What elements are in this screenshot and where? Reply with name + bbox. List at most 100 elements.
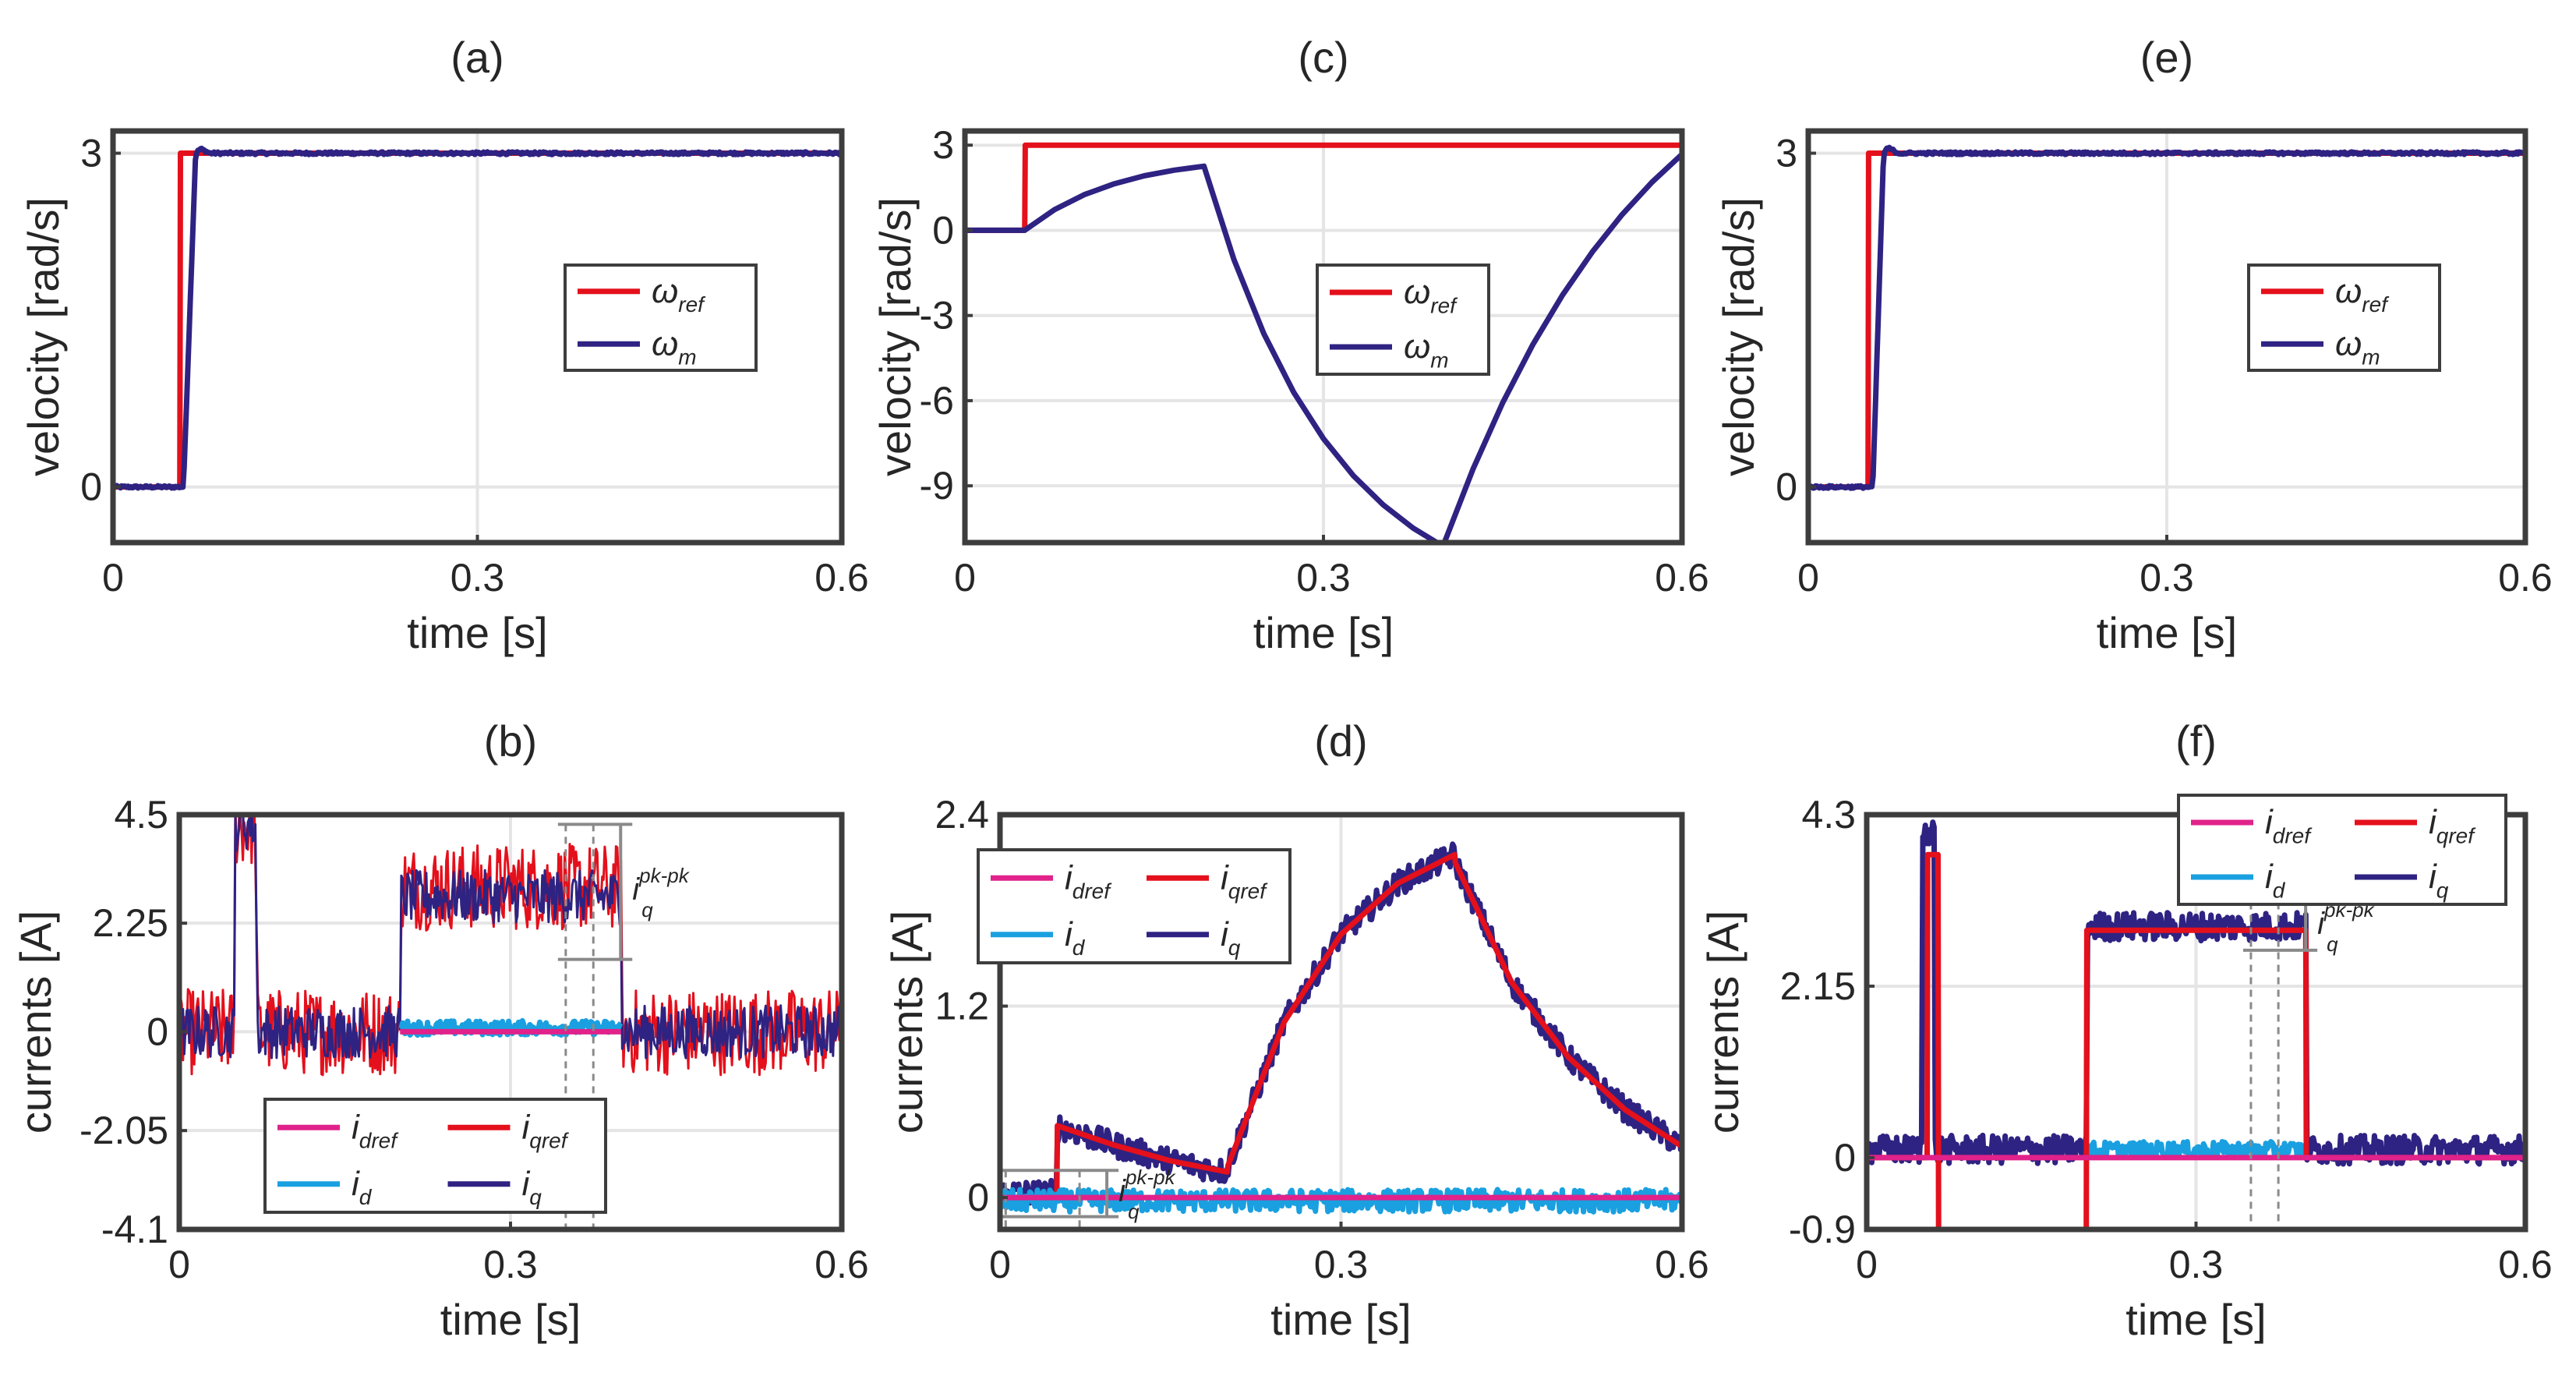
legend-entry: ωref [2335, 272, 2390, 317]
legend-entry-symbol: i [352, 1165, 360, 1203]
series-iq-line [179, 815, 842, 1059]
legend-entry: iq [522, 1165, 542, 1209]
x-tick-label: 0.3 [451, 556, 505, 600]
legend-box [1316, 264, 1490, 376]
legend-entry: idref [1065, 858, 1112, 903]
legend-entry-subscript: q [2436, 878, 2449, 902]
legend-entry: ωm [2335, 324, 2380, 369]
legend-entry: iqref [1221, 858, 1268, 903]
series-layer [965, 142, 1682, 543]
legend-entry-subscript: qref [1228, 879, 1268, 904]
legend-entry: idref [352, 1108, 399, 1152]
legend-entry-subscript: dref [2273, 823, 2313, 847]
legend-entry: id [352, 1165, 373, 1209]
x-tick-label: 0 [989, 1243, 1011, 1286]
y-tick-label: -9 [920, 464, 954, 508]
legend-entry-symbol: i [1221, 915, 1229, 953]
series-m-line [1808, 144, 2525, 491]
legend-entry-subscript: m [1430, 348, 1448, 372]
legend-entry-subscript: d [359, 1185, 373, 1209]
y-tick-label: 0 [80, 465, 102, 509]
y-axis-label: velocity [rad/s] [871, 197, 920, 476]
legend-entry: iq [2429, 858, 2449, 902]
y-tick-label: 2.4 [935, 793, 989, 837]
legend-box [977, 848, 1292, 964]
pk-pk-superscript: pk-pk [638, 864, 691, 887]
series-m-line [113, 145, 842, 491]
x-axis-label: time [s] [407, 608, 547, 657]
series-layer [1808, 144, 2525, 491]
series-iqref-line [1867, 851, 2525, 1229]
legend-entry-subscript: qref [2436, 823, 2476, 847]
x-tick-label: 0.6 [2498, 556, 2553, 600]
x-tick-label: 0.6 [814, 1243, 869, 1286]
pk-pk-superscript: pk-pk [1125, 1166, 1177, 1189]
legend-entry-subscript: ref [678, 292, 706, 317]
x-tick-label: 0.3 [2140, 556, 2194, 600]
panel-title: (e) [2140, 33, 2193, 82]
y-tick-label: 4.3 [1801, 793, 1856, 837]
x-axis-label: time [s] [2097, 608, 2237, 657]
x-tick-label: 0.3 [2169, 1243, 2224, 1286]
x-tick-label: 0.6 [1655, 1243, 1709, 1286]
legend-entry-subscript: ref [1430, 293, 1458, 317]
series-layer [1867, 819, 2525, 1229]
legend-entry-subscript: q [529, 1185, 542, 1209]
legend-entry-symbol: i [522, 1165, 531, 1203]
legend-entry-subscript: m [2362, 345, 2380, 370]
y-tick-label: 1.2 [935, 985, 989, 1028]
legend-entry-symbol: i [2429, 803, 2437, 841]
legend-entry-symbol: i [2265, 803, 2274, 841]
y-tick-label: 3 [80, 132, 102, 175]
x-axis-label: time [s] [440, 1295, 581, 1344]
legend-entry-subscript: qref [529, 1129, 569, 1153]
x-tick-label: 0 [1856, 1243, 1878, 1286]
x-axis-label: time [s] [1253, 608, 1394, 657]
legend-entry-symbol: i [522, 1108, 531, 1146]
legend-entry-subscript: ref [2362, 292, 2390, 317]
x-tick-label: 0.3 [1314, 1243, 1369, 1286]
panel-title: (d) [1314, 716, 1367, 766]
legend: ωref ωm [1316, 264, 1490, 376]
x-axis-label: time [s] [2125, 1295, 2266, 1344]
legend-entry-subscript: d [1072, 936, 1086, 960]
pk-pk-subscript: q [1128, 1200, 1140, 1223]
x-tick-label: 0 [1797, 556, 1819, 600]
panel-e: 0 0.3 0.6 0 3 (e) time [s] velocity [rad/s] ωref… [1714, 33, 2553, 657]
y-tick-label: -6 [920, 379, 954, 423]
y-tick-label: 0 [932, 208, 954, 252]
legend-entry: ωm [652, 324, 697, 369]
legend-entry-subscript: dref [359, 1129, 399, 1153]
legend-entry: ωm [1404, 327, 1449, 372]
pk-pk-label: ipk-pk [1118, 1166, 1176, 1208]
x-tick-label: 0.3 [1296, 556, 1351, 600]
x-tick-label: 0.6 [1655, 556, 1709, 600]
y-axis-label: currents [A] [882, 911, 931, 1134]
y-tick-label: 0 [967, 1176, 989, 1219]
legend-entry-symbol: i [1065, 858, 1073, 897]
legend-entry-symbol: i [2429, 858, 2437, 896]
y-axis-label: velocity [rad/s] [19, 197, 68, 476]
legend-entry: iqref [522, 1108, 570, 1152]
y-tick-label: 4.5 [114, 793, 168, 837]
y-axis-label: velocity [rad/s] [1714, 197, 1763, 476]
pk-pk-symbol: i [1118, 1174, 1126, 1208]
x-axis-label: time [s] [1270, 1295, 1411, 1344]
series-m-line [965, 152, 1682, 543]
series-layer [179, 815, 842, 1077]
legend-entry-subscript: dref [1072, 879, 1112, 904]
legend-entry-symbol: i [1221, 858, 1229, 897]
legend-entry: id [1065, 915, 1086, 960]
pk-pk-label: ipk-pk [632, 864, 690, 907]
legend-entry-symbol: ω [2335, 324, 2362, 363]
y-axis-label: currents [A] [1698, 911, 1747, 1134]
legend-entry: iq [1221, 915, 1241, 960]
series-iq-line [1867, 819, 2525, 1167]
legend-entry-subscript: m [678, 345, 696, 370]
panel-a: 0 0.3 0.6 0 3 (a) time [s] velocity [rad/s] ωref… [19, 33, 869, 657]
legend-entry: ωref [1404, 273, 1458, 317]
pk-pk-symbol: i [632, 872, 640, 907]
